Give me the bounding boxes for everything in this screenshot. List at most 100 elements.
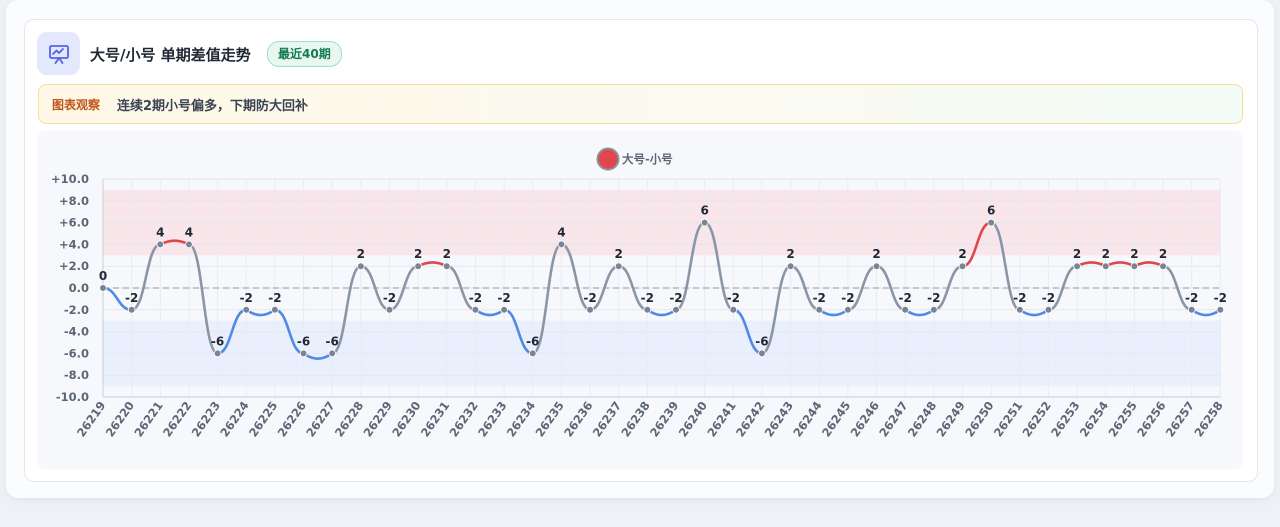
x-tick-label: 26230 (389, 399, 423, 440)
data-label: 2 (414, 247, 422, 261)
data-label: -6 (526, 334, 539, 348)
data-label: 2 (615, 247, 623, 261)
series-line-segment (330, 264, 363, 355)
data-label: -2 (841, 291, 854, 305)
data-label: 4 (557, 225, 565, 239)
y-tick-label: +6.0 (59, 216, 89, 230)
data-point (414, 262, 422, 271)
data-label: -2 (383, 291, 396, 305)
data-label: -2 (268, 291, 281, 305)
data-label: 2 (357, 247, 365, 261)
data-point (1187, 305, 1196, 314)
data-label: 6 (987, 204, 995, 218)
series-line-segment (646, 308, 678, 317)
data-point (99, 284, 107, 292)
data-point (643, 305, 652, 314)
x-tick-label: 26255 (1105, 399, 1139, 440)
x-tick-label: 26223 (189, 399, 223, 440)
series-line-segment (1190, 308, 1222, 317)
data-label: -2 (1214, 291, 1227, 305)
x-tick-label: 26247 (876, 399, 910, 440)
data-label: -6 (755, 334, 768, 348)
series-line-segment (703, 221, 735, 312)
period-badge: 最近40期 (267, 41, 342, 67)
y-tick-label: -6.0 (64, 346, 89, 360)
series-line-segment (1018, 308, 1050, 317)
data-label: -6 (211, 334, 224, 348)
x-tick-label: 26221 (131, 399, 165, 440)
x-tick-label: 26222 (160, 399, 194, 440)
data-point (786, 262, 795, 271)
data-point (557, 240, 566, 249)
data-point (213, 349, 222, 358)
data-point (385, 305, 394, 314)
data-point (299, 349, 308, 358)
data-label: 2 (443, 247, 451, 261)
data-point (729, 305, 738, 314)
data-point (872, 262, 881, 271)
series-line-segment (244, 308, 277, 317)
data-label: -2 (125, 291, 138, 305)
data-point (471, 305, 480, 314)
x-tick-label: 26246 (848, 399, 882, 440)
data-label: 4 (156, 225, 164, 239)
data-label: 4 (185, 225, 193, 239)
insight-banner: 图表观察 连续2期小号偏多，下期防大回补 (38, 84, 1243, 124)
series-line-segment (474, 308, 506, 317)
x-tick-label: 26256 (1134, 399, 1168, 440)
x-tick-label: 26232 (446, 399, 480, 440)
chart-legend[interactable]: 大号-小号 (596, 147, 673, 171)
data-point (815, 305, 824, 314)
x-tick-label: 26224 (217, 399, 251, 440)
data-label: -6 (326, 334, 339, 348)
x-tick-label: 26227 (303, 399, 337, 440)
x-tick-label: 26226 (275, 399, 309, 440)
series-line-segment (1133, 261, 1165, 268)
data-label: -2 (469, 291, 482, 305)
data-point (901, 305, 909, 314)
x-tick-label: 26233 (475, 399, 509, 440)
x-tick-label: 26231 (418, 399, 452, 440)
y-tick-label: +10.0 (51, 172, 89, 186)
data-label: -2 (1185, 291, 1198, 305)
data-point (1216, 305, 1225, 314)
data-point (930, 305, 938, 314)
series-line-segment (560, 243, 592, 312)
data-point (185, 240, 193, 249)
data-point (1044, 305, 1053, 314)
x-tick-label: 26234 (504, 399, 538, 440)
x-tick-label: 26252 (1019, 399, 1053, 440)
data-point (1130, 262, 1139, 271)
data-point (1101, 262, 1110, 271)
data-label: 2 (872, 247, 880, 261)
series-line-segment (903, 308, 936, 317)
data-point (672, 305, 680, 314)
data-point (528, 349, 537, 358)
data-label: -2 (240, 291, 253, 305)
x-tick-label: 26238 (618, 399, 652, 440)
data-label: 2 (1159, 247, 1167, 261)
data-label: -2 (1013, 291, 1026, 305)
y-tick-label: -8.0 (64, 368, 89, 382)
y-tick-label: -10.0 (56, 390, 89, 404)
y-tick-label: +2.0 (59, 259, 89, 273)
x-tick-label: 26248 (905, 399, 939, 440)
series-line-segment (130, 243, 162, 312)
data-label: -2 (641, 291, 654, 305)
series-line-segment (817, 308, 850, 317)
x-tick-label: 26237 (590, 399, 624, 440)
data-point (586, 305, 594, 314)
data-point (500, 305, 508, 314)
data-point (242, 305, 251, 314)
y-tick-label: +8.0 (59, 194, 89, 208)
series-line-segment (674, 221, 706, 312)
y-tick-label: -2.0 (64, 303, 89, 317)
series-line-segment (760, 264, 792, 355)
data-point (958, 262, 967, 271)
x-tick-label: 26253 (1048, 399, 1082, 440)
data-point (614, 262, 623, 271)
data-point (127, 305, 136, 314)
data-label: 0 (99, 269, 107, 283)
data-point (1073, 262, 1081, 271)
